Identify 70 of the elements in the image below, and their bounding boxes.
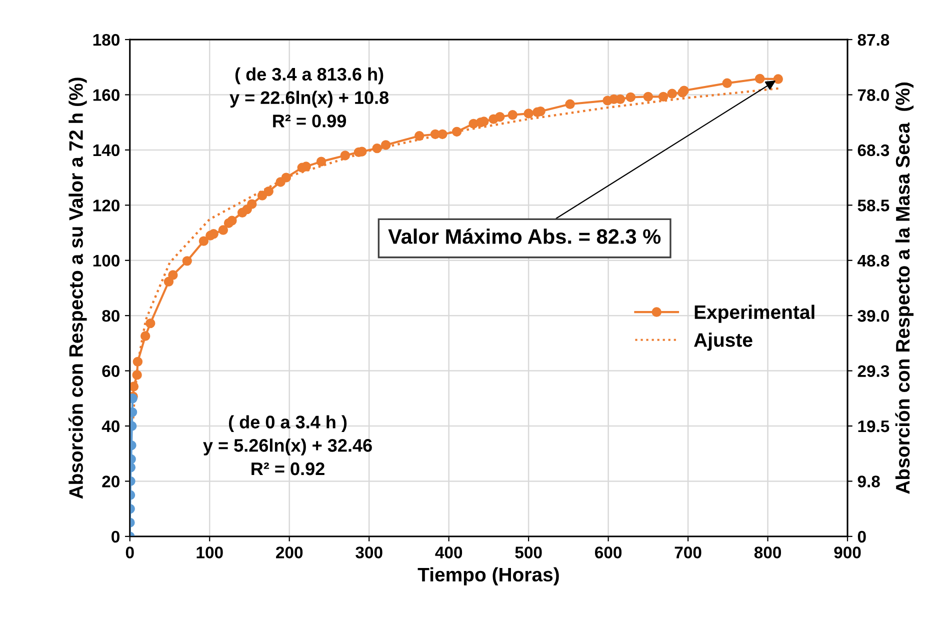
point	[494, 112, 505, 122]
y2-tick-label: 0	[858, 530, 866, 543]
x-tick-label: 600	[595, 546, 622, 558]
y2-tick-label: 58.5	[858, 200, 890, 212]
x-tick-label: 900	[834, 546, 861, 558]
point	[414, 131, 424, 141]
legend-label: Experimental	[694, 304, 814, 323]
point	[658, 92, 668, 102]
point	[380, 140, 391, 150]
y-tick-label: 40	[102, 420, 120, 432]
x-axis-title: Tiempo (Horas)	[418, 567, 559, 586]
y-tick-label: 80	[102, 310, 120, 322]
x-tick-label: 700	[674, 546, 702, 558]
point	[130, 421, 137, 431]
point	[452, 126, 462, 137]
point	[667, 88, 677, 99]
x-tick-label: 500	[515, 546, 542, 558]
y-tick-label: 100	[93, 254, 120, 267]
y-tick-label: 20	[102, 476, 120, 488]
point	[247, 199, 257, 209]
annotation: ( de 0 a 3.4 h ) y = 5.26ln(x) + 32.46 R² = 0.92	[203, 415, 372, 476]
x-tick-label: 100	[196, 546, 223, 558]
point	[316, 156, 326, 166]
point	[208, 229, 218, 239]
annotation: Valor Máximo Abs. = 82.3 %	[388, 228, 661, 244]
annotation: ( de 3.4 a 813.6 h) y = 22.6ln(x) + 10.8 R² = 0.99	[230, 67, 389, 128]
y2-tick-label: 48.8	[857, 254, 890, 267]
y2-tick-label: 39.0	[858, 310, 889, 322]
point	[773, 74, 783, 84]
y-tick-label: 0	[112, 530, 120, 543]
point	[164, 276, 174, 286]
y-tick-label: 180	[93, 34, 120, 46]
point	[565, 99, 575, 110]
y-tick-label: 120	[93, 200, 120, 212]
point	[198, 236, 209, 246]
point	[643, 92, 654, 102]
point	[340, 150, 350, 160]
point	[754, 74, 765, 84]
x-tick-label: 800	[754, 546, 781, 558]
point	[140, 331, 150, 341]
y2-axis-title: Absorción con Respecto a la Masa Seca (%)	[895, 82, 914, 494]
x-tick-label: 300	[356, 546, 382, 558]
point	[508, 110, 518, 120]
y2-tick-label: 9.8	[858, 476, 880, 488]
point	[227, 216, 237, 226]
y-tick-label: 60	[102, 365, 120, 378]
x-tick-label: 0	[126, 546, 134, 558]
point	[524, 108, 534, 118]
point	[626, 92, 636, 102]
y-tick-label: 140	[93, 144, 120, 156]
point	[218, 225, 228, 235]
point	[281, 172, 292, 182]
legend-label: Ajuste	[694, 332, 752, 351]
point	[168, 270, 178, 280]
y-tick-label: 160	[93, 89, 120, 101]
point	[146, 318, 156, 328]
y2-tick-label: 78.0	[858, 89, 889, 101]
point	[130, 407, 138, 418]
point	[130, 382, 139, 392]
point	[722, 78, 732, 88]
y-axis-title: Absorción con Respecto a su Valor a 72 h (%)	[68, 78, 87, 499]
x-tick-label: 400	[435, 546, 462, 558]
point	[264, 186, 274, 196]
point	[301, 162, 311, 172]
y2-tick-label: 87.8	[858, 34, 890, 46]
y2-tick-label: 68.3	[858, 144, 890, 156]
x-tick-label: 200	[276, 546, 303, 558]
point	[182, 256, 192, 266]
y2-tick-label: 19.5	[858, 420, 890, 432]
y2-tick-label: 29.3	[858, 365, 890, 378]
